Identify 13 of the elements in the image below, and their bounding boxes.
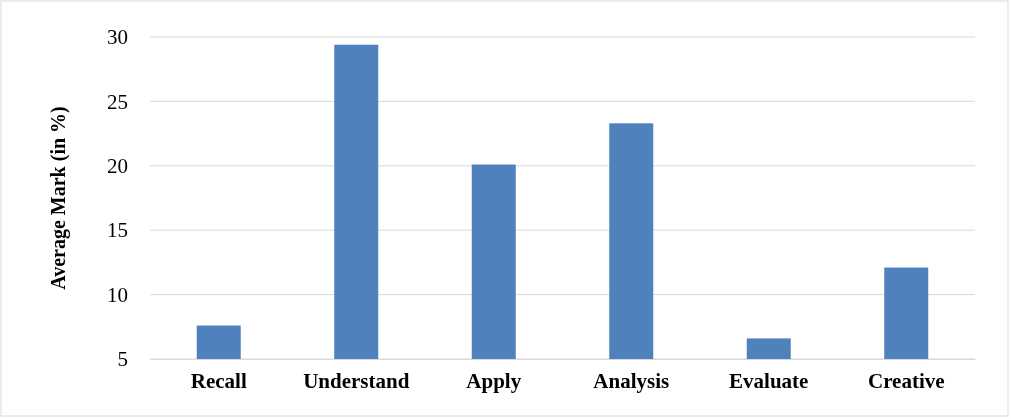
x-tick-label: Creative bbox=[867, 368, 945, 393]
x-tick-label: Apply bbox=[466, 368, 522, 393]
y-tick-label: 5 bbox=[117, 347, 128, 372]
y-tick-label: 15 bbox=[107, 218, 128, 243]
y-tick-label: 10 bbox=[107, 282, 128, 307]
x-tick-label: Understand bbox=[303, 368, 410, 393]
y-tick-label: 20 bbox=[107, 154, 128, 179]
y-tick-label: 30 bbox=[107, 25, 128, 50]
x-tick-label: Recall bbox=[190, 368, 247, 393]
x-tick-label: Evaluate bbox=[729, 368, 809, 393]
y-axis-title: Average Mark (in %) bbox=[47, 106, 70, 290]
y-tick-label: 25 bbox=[107, 89, 128, 114]
x-tick-label: Analysis bbox=[593, 368, 670, 393]
